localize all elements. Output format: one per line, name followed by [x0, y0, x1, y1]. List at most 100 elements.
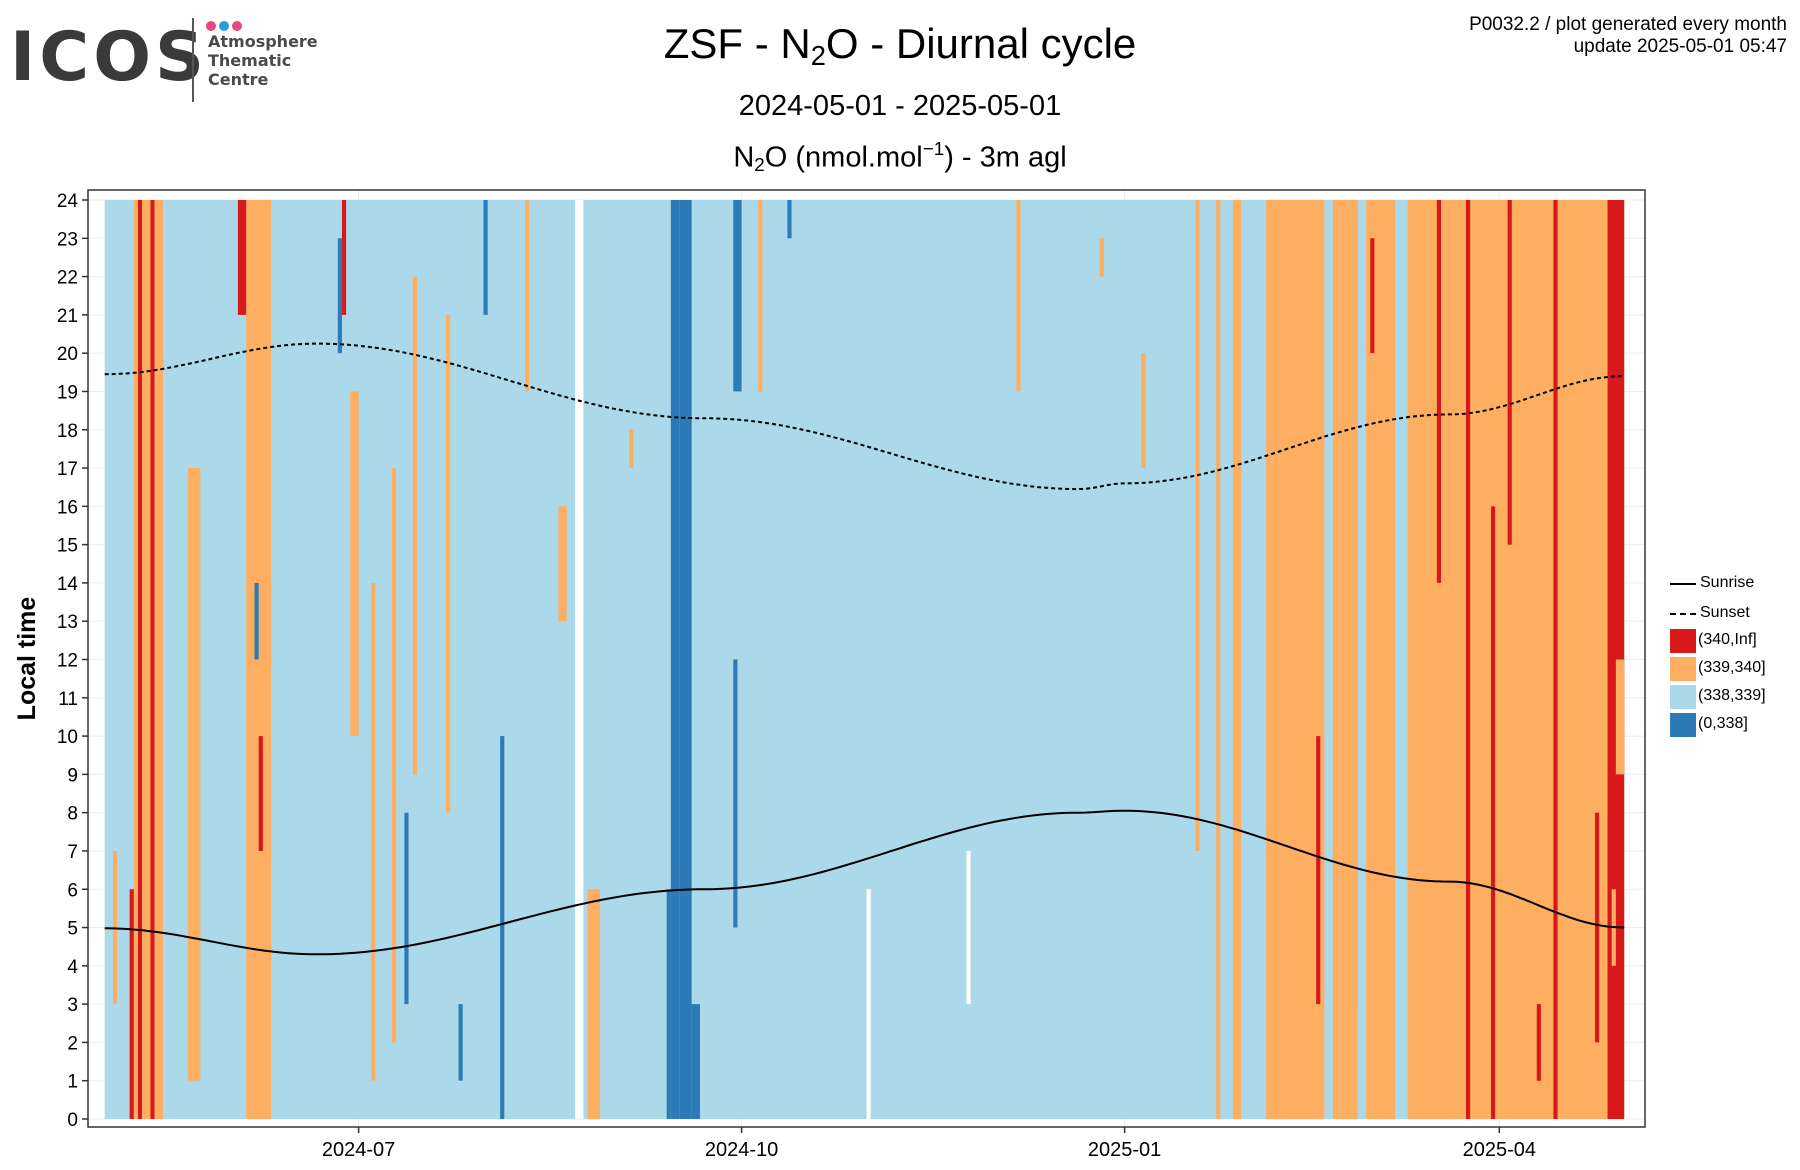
legend-swatch [1670, 685, 1696, 709]
heatmap-cell [350, 391, 359, 737]
metadata-line: P0032.2 / plot generated every month [1469, 14, 1787, 35]
heatmap-cell [1490, 506, 1496, 1119]
heatmap-cell [1615, 659, 1625, 775]
title-subscript: 2 [810, 39, 826, 71]
heatmap-cell [258, 736, 263, 851]
heatmap-cell [1407, 200, 1625, 1119]
y-tick-label: 6 [67, 880, 78, 901]
heatmap-cell [679, 200, 692, 1119]
heatmap-cell [587, 889, 601, 1119]
legend-swatch [1670, 713, 1696, 737]
title-text: O - Diurnal cycle [825, 20, 1137, 67]
logo-dot [219, 21, 229, 31]
heatmap-cell [525, 200, 530, 392]
y-tick-label: 5 [67, 919, 78, 940]
heatmap-cell [1332, 200, 1358, 1119]
y-tick-label: 19 [57, 382, 78, 403]
y-tick-label: 14 [57, 574, 79, 595]
y-tick-label: 4 [67, 957, 78, 978]
chart-subtitle: 2024-05-01 - 2025-05-01 [738, 90, 1062, 122]
heatmap-cell [483, 200, 488, 315]
y-tick-label: 24 [57, 191, 79, 212]
y-tick-label: 9 [67, 765, 78, 786]
heatmap-cell [1553, 200, 1558, 1119]
heatmap-cell [412, 276, 417, 775]
heatmap-cell [404, 812, 409, 1005]
heatmap-cell [237, 200, 247, 315]
heatmap-cell [787, 200, 792, 239]
heatmap-cell [337, 238, 342, 354]
heatmap-cell [1216, 200, 1221, 1119]
sunrise-line-key [1670, 583, 1696, 585]
heatmap-cell [866, 889, 871, 1119]
logo-line: Atmosphere [208, 32, 318, 51]
y-tick-label: 22 [57, 268, 78, 289]
legend-label: (340,Inf] [1698, 631, 1757, 648]
heatmap-cell [341, 200, 347, 315]
metadata-line: update 2025-05-01 05:47 [1573, 36, 1787, 57]
heatmap-cell [187, 468, 201, 1081]
plot-border [87, 189, 1646, 1128]
heatmap-cell [733, 200, 742, 392]
heatmap-cell [1016, 200, 1021, 392]
y-tick-label: 12 [57, 651, 78, 672]
heatmap-cell [670, 200, 680, 1119]
y-tick-label: 11 [58, 689, 78, 710]
icos-logo: ICOS Atmosphere Thematic Centre [10, 14, 340, 104]
heatmap-cell [966, 850, 971, 1005]
heatmap-cell [758, 200, 763, 392]
heatmap-cell [1266, 200, 1325, 1119]
heatmap-cell [1232, 200, 1242, 1119]
y-axis-label: Local time [13, 597, 41, 721]
heatmap-cell [246, 200, 255, 1119]
heatmap-cell [254, 200, 272, 1119]
plot-title-text: ) - 3m agl [944, 141, 1067, 174]
heatmap-cell [1366, 200, 1392, 1119]
plot-title-superscript: −1 [922, 138, 945, 159]
heatmap-cell [1141, 353, 1146, 469]
x-tick-label: 2025-04 [1463, 1139, 1536, 1161]
heatmap-cell [629, 429, 634, 469]
y-tick-label: 0 [67, 1110, 78, 1131]
legend-label: Sunset [1700, 604, 1750, 621]
y-tick-label: 17 [57, 459, 78, 480]
logo-dots [206, 18, 245, 36]
sunset-line [104, 342, 1625, 491]
heatmap-cell [733, 659, 738, 928]
legend-swatch [1670, 629, 1696, 653]
heatmap-cell [575, 200, 584, 1119]
y-tick-label: 7 [67, 842, 78, 863]
heatmap-cell [391, 468, 397, 1043]
y-tick-label: 8 [67, 804, 78, 825]
y-tick-label: 18 [57, 421, 78, 442]
heatmap-cell [1370, 238, 1375, 354]
logo-divider [192, 18, 194, 102]
logo-wordmark: ICOS [10, 18, 208, 97]
y-tick-label: 3 [67, 995, 78, 1016]
heatmap-cell [1357, 1004, 1362, 1119]
logo-line: Centre [208, 70, 269, 89]
heatmap-cell [1391, 200, 1396, 1119]
heatmap-cell [133, 200, 138, 1119]
x-tick-label: 2025-01 [1088, 1139, 1161, 1161]
heatmap-cell [1595, 812, 1600, 1043]
plot-title-text: O (nmol.mol [764, 141, 923, 174]
legend-label: (338,339] [1698, 687, 1766, 704]
y-tick-label: 2 [67, 1033, 78, 1054]
heatmap-background [104, 200, 1625, 1119]
heatmap-cell [150, 200, 155, 1119]
heatmap-cell [254, 582, 259, 660]
heatmap-cell [154, 200, 163, 1119]
heatmap-cell [500, 736, 505, 1119]
legend-label: (0,338] [1698, 715, 1748, 732]
plot-title-subscript: 2 [754, 154, 765, 175]
heatmap-cell [371, 582, 376, 1081]
y-tick-label: 1 [67, 1072, 78, 1093]
legend-swatch [1670, 657, 1696, 681]
plot-title: N2O (nmol.mol−1) - 3m agl [560, 138, 1240, 176]
x-tick-label: 2024-07 [322, 1139, 395, 1161]
logo-line: Thematic [208, 51, 292, 70]
y-tick-label: 20 [57, 344, 78, 365]
heatmap-cell [446, 314, 451, 813]
legend-label: (339,340] [1698, 659, 1766, 676]
